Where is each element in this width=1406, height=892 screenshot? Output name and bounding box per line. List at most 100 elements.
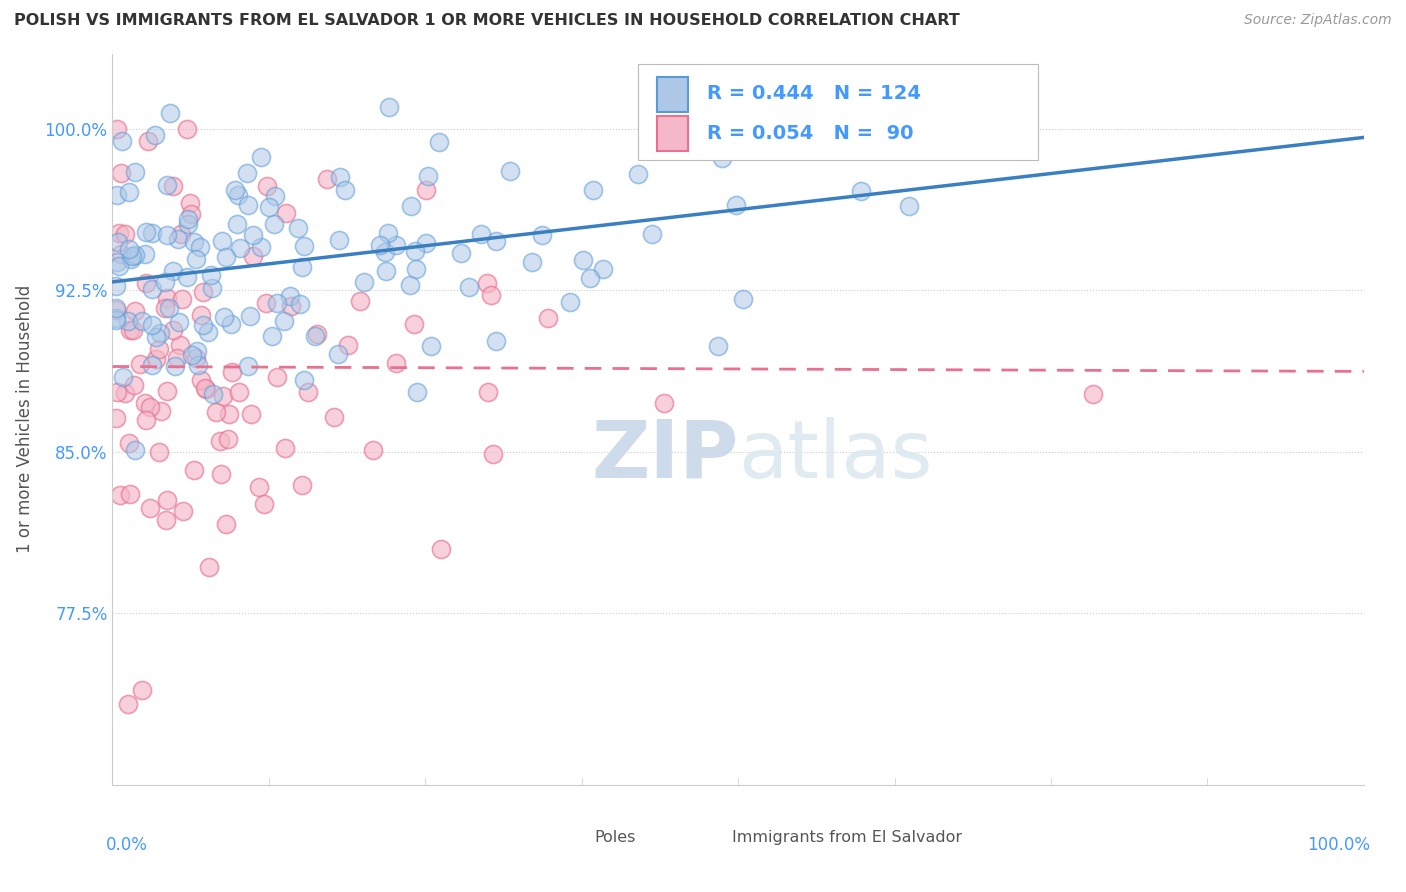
Point — [141, 282, 163, 296]
Text: Immigrants from El Salvador: Immigrants from El Salvador — [733, 830, 962, 845]
Text: Poles: Poles — [595, 830, 636, 845]
Point — [891, 118, 914, 132]
Point — [141, 227, 163, 241]
FancyBboxPatch shape — [657, 116, 688, 151]
Point — [404, 244, 426, 258]
Point — [710, 151, 733, 165]
Point — [260, 328, 283, 343]
Point — [322, 410, 344, 425]
Point — [121, 249, 143, 263]
Point — [254, 296, 277, 310]
Point — [242, 228, 264, 243]
Point — [209, 467, 232, 482]
Point — [678, 126, 700, 140]
Text: 100.0%: 100.0% — [1308, 836, 1369, 855]
Point — [135, 276, 157, 290]
Point — [419, 339, 441, 353]
Point — [118, 242, 141, 256]
Point — [450, 246, 472, 260]
Point — [114, 385, 136, 400]
Text: POLISH VS IMMIGRANTS FROM EL SALVADOR 1 OR MORE VEHICLES IN HOUSEHOLD CORRELATIO: POLISH VS IMMIGRANTS FROM EL SALVADOR 1 … — [14, 13, 960, 29]
Point — [156, 384, 179, 398]
Point — [579, 271, 602, 285]
Text: R = 0.444   N = 124: R = 0.444 N = 124 — [707, 84, 921, 103]
Point — [183, 235, 205, 250]
Point — [108, 488, 131, 502]
Point — [105, 310, 128, 325]
Point — [194, 381, 217, 395]
Point — [482, 447, 505, 461]
Point — [117, 313, 139, 327]
Point — [221, 317, 243, 331]
Point — [136, 134, 159, 148]
Point — [201, 387, 224, 401]
Point — [477, 385, 499, 400]
Point — [287, 220, 309, 235]
Point — [292, 239, 315, 253]
Point — [141, 318, 163, 332]
Point — [353, 275, 375, 289]
Point — [264, 189, 287, 203]
FancyBboxPatch shape — [700, 827, 723, 847]
Point — [849, 185, 872, 199]
Point — [291, 478, 314, 492]
Point — [429, 135, 451, 149]
Point — [134, 396, 156, 410]
Point — [572, 252, 595, 267]
Point — [375, 264, 398, 278]
Point — [105, 254, 128, 268]
Text: Source: ZipAtlas.com: Source: ZipAtlas.com — [1244, 13, 1392, 28]
Point — [499, 164, 522, 178]
FancyBboxPatch shape — [657, 77, 688, 112]
Point — [253, 497, 276, 511]
Point — [145, 352, 167, 367]
Point — [292, 373, 315, 387]
Point — [148, 445, 170, 459]
Point — [139, 400, 162, 414]
Point — [201, 281, 224, 295]
Point — [148, 342, 170, 356]
Point — [114, 227, 136, 241]
Text: 0.0%: 0.0% — [107, 836, 148, 855]
Point — [131, 683, 153, 698]
Point — [105, 302, 128, 317]
Point — [415, 235, 437, 250]
Point — [184, 351, 207, 365]
Point — [212, 310, 235, 325]
Point — [229, 241, 252, 255]
Point — [730, 100, 752, 114]
Point — [328, 347, 350, 361]
Point — [105, 384, 128, 399]
Point — [399, 278, 422, 293]
Point — [477, 276, 499, 290]
Point — [157, 301, 180, 316]
Point — [188, 240, 211, 254]
Point — [122, 378, 145, 392]
Point — [485, 235, 508, 249]
Point — [122, 323, 145, 337]
Point — [224, 183, 246, 197]
Point — [110, 246, 132, 260]
FancyBboxPatch shape — [562, 827, 585, 847]
Point — [789, 100, 811, 114]
Point — [416, 169, 439, 184]
Point — [169, 338, 191, 352]
Point — [111, 369, 134, 384]
Point — [162, 323, 184, 337]
Text: ZIP: ZIP — [591, 417, 738, 495]
Point — [176, 270, 198, 285]
Point — [239, 310, 262, 324]
Point — [107, 235, 129, 249]
Point — [105, 313, 128, 327]
Point — [156, 291, 179, 305]
Point — [238, 359, 260, 373]
Point — [110, 166, 132, 180]
Point — [155, 513, 177, 527]
Point — [457, 279, 479, 293]
Point — [193, 318, 215, 333]
Text: atlas: atlas — [738, 417, 932, 495]
Y-axis label: 1 or more Vehicles in Household: 1 or more Vehicles in Household — [15, 285, 34, 553]
Point — [167, 232, 190, 246]
Point — [520, 255, 543, 269]
Point — [333, 183, 356, 197]
